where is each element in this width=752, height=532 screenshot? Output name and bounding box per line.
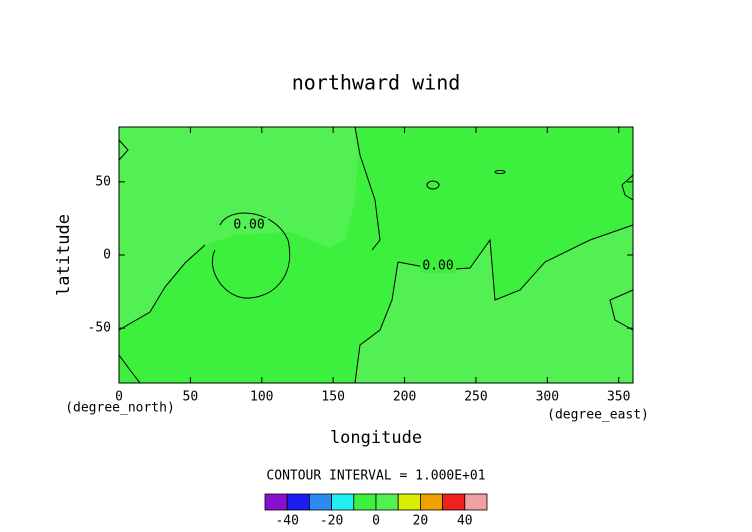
colorbar-tick-label: 40	[457, 514, 473, 529]
colorbar-box	[331, 493, 355, 511]
x-tick-label: 250	[464, 390, 487, 405]
contour-line	[621, 174, 634, 201]
contour-line	[118, 244, 206, 331]
y-tick-label: -50	[88, 321, 111, 336]
colorbar-box	[464, 493, 488, 511]
x-tick-label: 0	[115, 390, 123, 405]
colorbar-box	[353, 493, 377, 511]
contour-label: 0.00	[422, 259, 453, 274]
contour-line	[118, 139, 129, 161]
x-tick-label: 350	[607, 390, 630, 405]
label-bg	[420, 259, 456, 273]
label-bg	[230, 218, 268, 232]
contour-interval: CONTOUR INTERVAL = 1.000E+01	[266, 469, 485, 484]
colorbar-tick-label: -20	[320, 514, 343, 529]
field-region	[355, 225, 633, 383]
colorbar-tick-label: 0	[372, 514, 380, 529]
y-unit: (degree_north)	[65, 401, 175, 416]
colorbar-tick-label: 20	[413, 514, 429, 529]
colorbar-box	[375, 493, 399, 511]
contour-line	[354, 261, 399, 384]
contour-line	[609, 289, 634, 331]
x-axis-label: longitude	[330, 428, 422, 448]
contour-line	[426, 180, 440, 190]
contour-label: 0.00	[233, 218, 264, 233]
colorbar-box	[442, 493, 466, 511]
colorbar-box	[286, 493, 310, 511]
contour-line	[494, 170, 506, 174]
contour-line	[211, 212, 291, 299]
colorbar-box	[419, 493, 443, 511]
x-tick-label: 50	[183, 390, 199, 405]
x-tick-label: 150	[321, 390, 344, 405]
x-unit: (degree_east)	[547, 408, 649, 423]
x-tick-label: 200	[393, 390, 416, 405]
colorbar-box	[308, 493, 332, 511]
x-tick-label: 100	[250, 390, 273, 405]
x-tick-label: 300	[536, 390, 559, 405]
colorbar-box	[397, 493, 421, 511]
contour-line	[354, 126, 381, 251]
contour-line	[118, 354, 141, 384]
y-axis-label: latitude	[54, 214, 74, 296]
field: 0.00 0.00	[118, 126, 634, 384]
colorbar-box	[264, 493, 288, 511]
chart-title: northward wind	[292, 71, 461, 95]
colorbar-tick-label: -40	[275, 514, 298, 529]
y-tick-label: 50	[95, 174, 111, 189]
y-tick-label: 0	[103, 248, 111, 263]
